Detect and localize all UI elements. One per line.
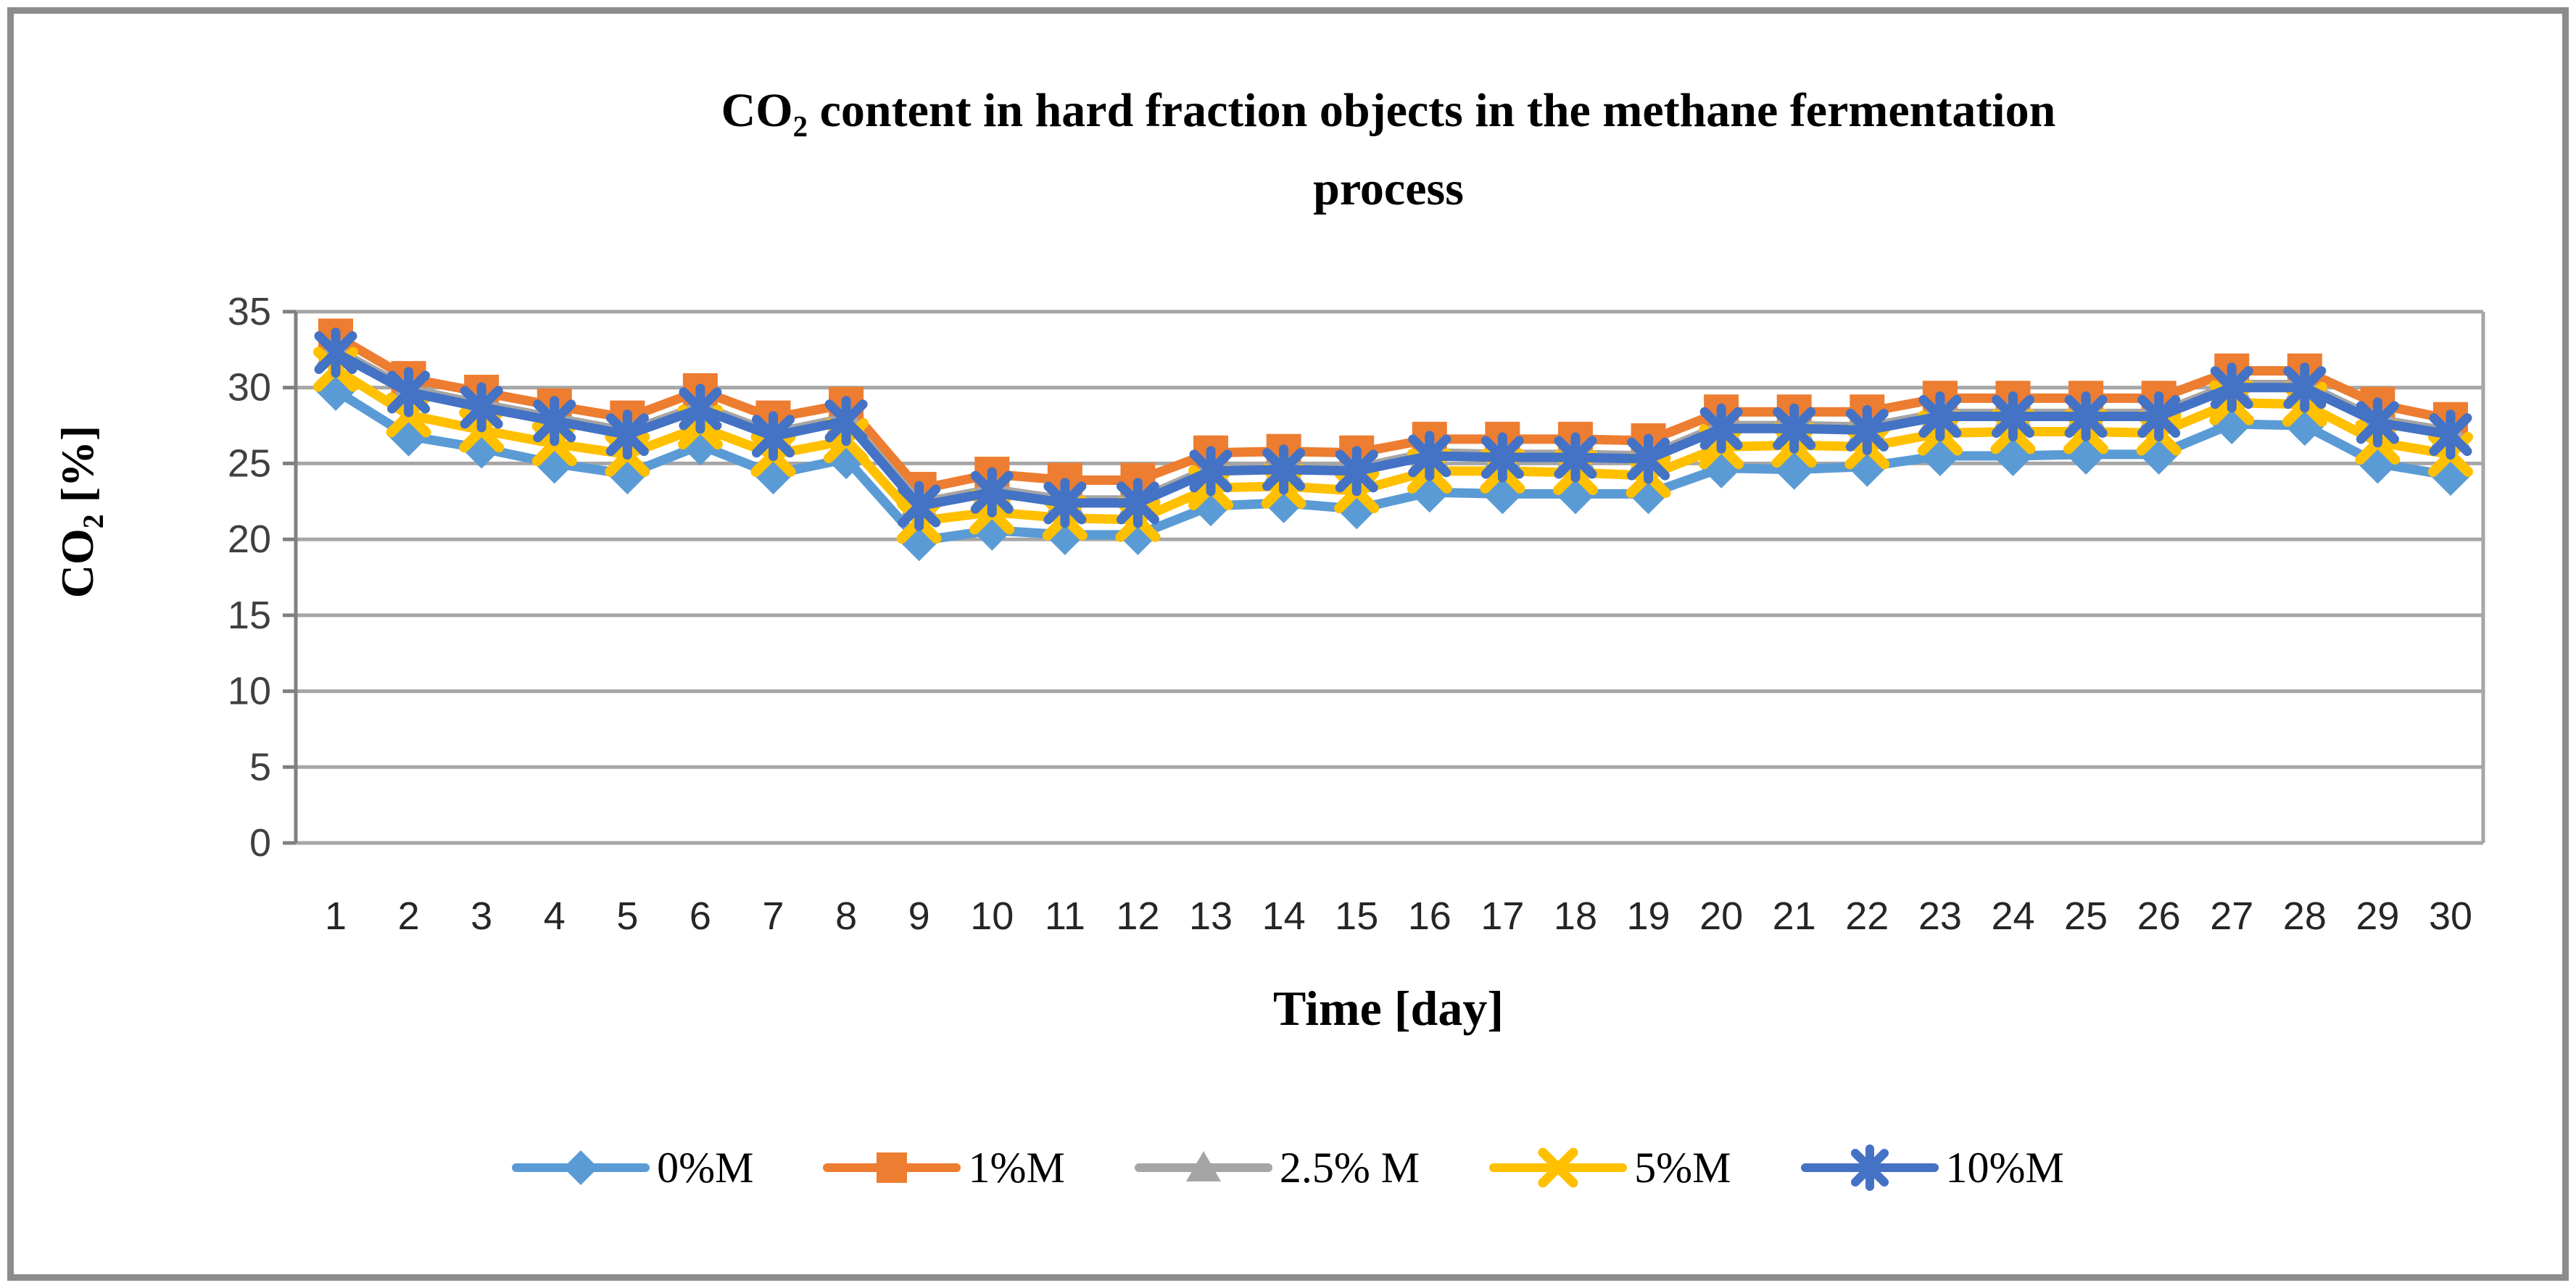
x-tick-label: 2 [398,894,420,938]
x-tick-label: 19 [1627,894,1670,938]
x-tick-label: 27 [2210,894,2253,938]
y-tick-label: 20 [228,518,271,561]
y-tick-label: 5 [249,745,271,789]
x-legend-marker-icon [1489,1147,1628,1188]
chart-legend: 0%M 1%M 2.5% M 5%M 10%M [0,1128,2576,1208]
y-tick-label: 25 [228,441,271,485]
x-tick-label: 25 [2064,894,2108,938]
x-tick-label: 17 [1480,894,1524,938]
x-tick-label: 7 [762,894,784,938]
triangle-legend-marker-icon [1134,1151,1272,1181]
x-tick-label: 20 [1699,894,1743,938]
chart-title: CO2 content in hard fraction objects in … [290,72,2487,228]
y-tick-label: 30 [228,366,271,410]
x-tick-label: 18 [1554,894,1597,938]
y-tick-label: 15 [228,594,271,637]
y-tick-label: 35 [228,290,271,333]
x-tick-label: 11 [1045,894,1085,938]
legend-item-5M: 5%M [1489,1143,1731,1193]
x-tick-label: 1 [325,894,347,938]
x-axis-title: Time [day] [1273,981,1504,1036]
x-tick-label: 13 [1189,894,1233,938]
diamond-legend-marker-icon [512,1150,650,1185]
legend-label: 5%M [1634,1143,1731,1192]
x-tick-label: 4 [544,894,566,938]
x-tick-label: 28 [2283,894,2327,938]
x-tick-label: 30 [2429,894,2472,938]
legend-label: 1%M [968,1143,1065,1192]
legend-item-2.5M: 2.5% M [1134,1143,1420,1193]
x-tick-label: 9 [908,894,930,938]
x-tick-label: 5 [616,894,638,938]
chart-title-line2: process [1313,162,1464,216]
chart-title-line1: CO2 content in hard fraction objects in … [721,84,2056,144]
y-tick-label: 10 [228,670,271,713]
x-tick-label: 14 [1262,894,1306,938]
x-tick-label: 26 [2137,894,2181,938]
y-axis-title: CO2 [%] [51,425,109,599]
x-tick-label: 10 [970,894,1014,938]
x-tick-label: 6 [689,894,711,938]
x-tick-label: 21 [1773,894,1816,938]
series-line-10M [331,348,2456,511]
legend-label: 10%M [1945,1143,2064,1192]
x-tick-label: 22 [1845,894,1889,938]
x-tick-label: 12 [1116,894,1159,938]
x-tick-label: 3 [471,894,492,938]
legend-label: 2.5% M [1279,1143,1420,1192]
x-tick-label: 8 [835,894,857,938]
x-tick-label: 23 [1918,894,1962,938]
legend-item-10M: 10%M [1800,1143,2064,1193]
legend-item-1M: 1%M [823,1143,1065,1193]
x-tick-label: 29 [2356,894,2399,938]
legend-label: 0%M [657,1143,754,1192]
x-tick-label: 16 [1408,894,1451,938]
asterisk-legend-marker-icon [1800,1144,1939,1191]
x-tick-label: 15 [1335,894,1378,938]
square-legend-marker-icon [823,1152,961,1183]
page-border-frame [7,7,2569,1281]
series-marker-0M [315,370,356,411]
legend-item-0M: 0%M [512,1143,753,1193]
y-tick-label: 0 [249,821,271,865]
x-tick-label: 24 [1991,894,2034,938]
